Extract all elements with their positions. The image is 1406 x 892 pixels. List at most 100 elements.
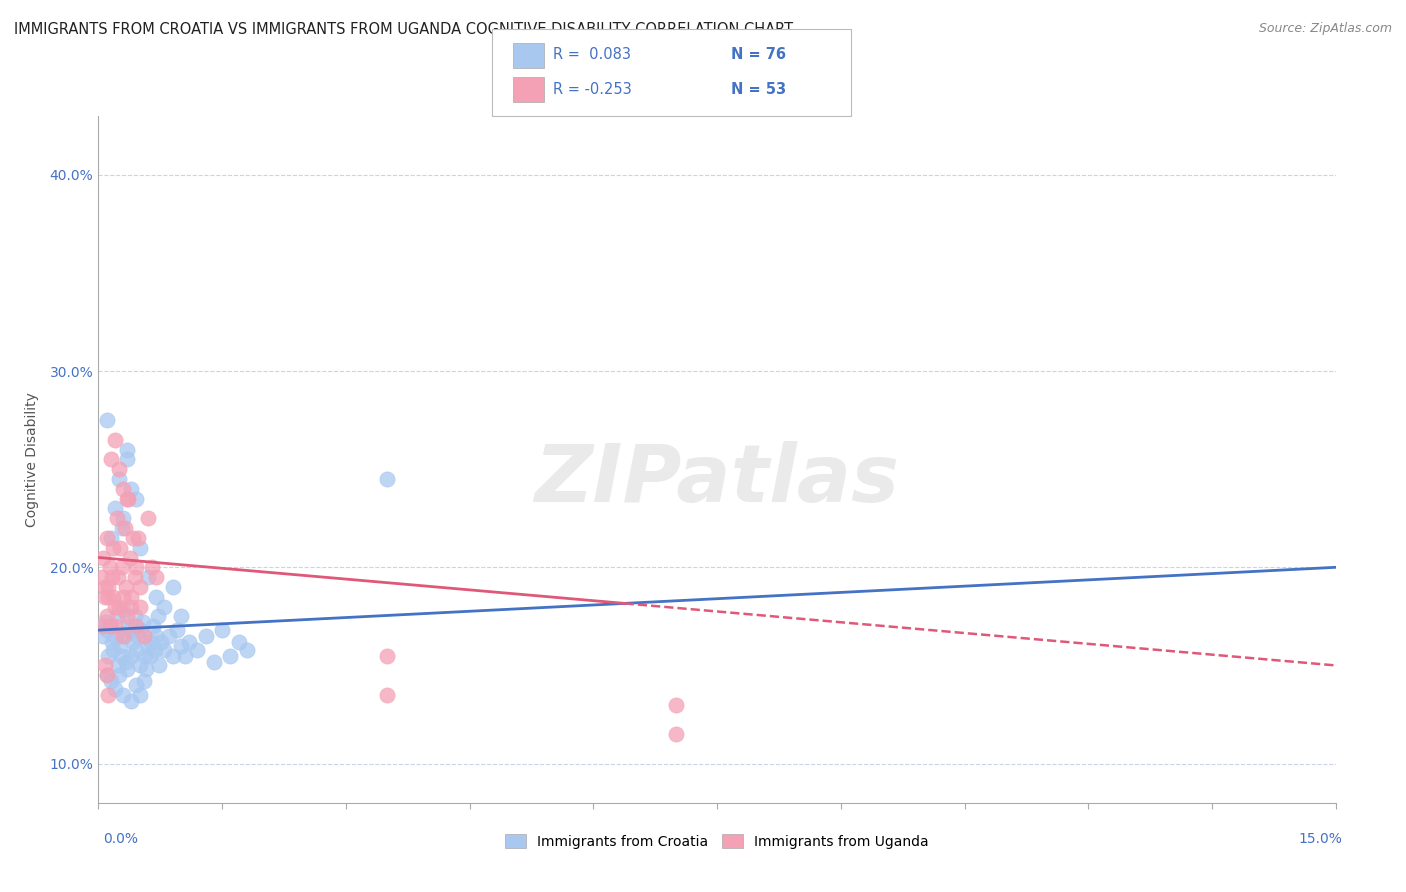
Point [104,501,127,516]
Point [94,590,117,604]
Point [112,688,135,702]
Point [96,609,118,624]
Point [96,668,118,682]
Point [108,599,131,614]
Point [100,452,122,467]
Point [100,635,122,649]
Point [136,511,159,525]
Point [141,635,163,649]
Point [100,674,122,689]
Point [98,560,121,574]
Point [136,570,159,584]
Point [91,629,114,643]
Point [375,688,398,702]
Point [108,668,131,682]
Point [186,642,208,657]
Point [202,655,225,669]
Point [124,491,146,506]
Point [104,629,127,643]
Point [94,658,117,673]
Point [110,560,132,574]
Point [117,442,139,457]
Point [138,648,160,663]
Point [105,511,128,525]
Point [100,531,122,545]
Point [136,639,159,653]
Point [107,658,129,673]
Point [122,635,145,649]
Point [120,590,142,604]
Text: R =  0.083: R = 0.083 [553,47,630,62]
Point [153,642,176,657]
Point [118,550,141,565]
Y-axis label: Cognitive Disability: Cognitive Disability [24,392,38,527]
Point [131,623,153,637]
Point [97,590,120,604]
Point [211,623,233,637]
Point [118,623,141,637]
Point [117,491,139,506]
Point [375,648,398,663]
Text: IMMIGRANTS FROM CROATIA VS IMMIGRANTS FROM UGANDA COGNITIVE DISABILITY CORRELATI: IMMIGRANTS FROM CROATIA VS IMMIGRANTS FR… [14,22,793,37]
Point [153,599,176,614]
Point [107,570,129,584]
Point [194,629,217,643]
Point [112,482,135,496]
Point [125,642,148,657]
Point [134,648,156,663]
Point [122,531,145,545]
Point [142,619,165,633]
Point [157,629,180,643]
Point [93,550,115,565]
Point [132,674,155,689]
Point [128,688,150,702]
Point [145,629,167,643]
Point [97,688,120,702]
Point [112,590,135,604]
Point [375,472,398,486]
Point [128,599,150,614]
Point [100,570,122,584]
Point [94,615,117,630]
Point [124,619,146,633]
Text: N = 76: N = 76 [731,47,786,62]
Point [96,623,118,637]
Point [108,541,131,555]
Point [120,599,142,614]
Point [117,452,139,467]
Point [110,521,132,535]
Point [128,580,150,594]
Point [108,472,131,486]
Point [97,648,120,663]
Point [125,560,148,574]
Text: 0.0%: 0.0% [103,832,138,846]
Point [114,629,136,643]
Point [148,658,170,673]
Point [219,648,242,663]
Point [170,609,193,624]
Point [94,580,117,594]
Point [132,615,155,630]
Point [115,655,138,669]
Point [96,668,118,682]
Point [117,619,139,633]
Point [128,658,150,673]
Point [124,609,146,624]
Point [117,662,139,676]
Point [112,603,135,617]
Text: N = 53: N = 53 [731,82,786,97]
Point [146,609,169,624]
Point [162,580,184,594]
Point [120,694,142,708]
Point [145,590,167,604]
Text: R = -0.253: R = -0.253 [553,82,631,97]
Point [120,648,142,663]
Point [104,599,127,614]
Point [117,609,139,624]
Point [162,648,184,663]
Point [236,642,259,657]
Point [132,629,155,643]
Point [179,635,201,649]
Text: Source: ZipAtlas.com: Source: ZipAtlas.com [1258,22,1392,36]
Point [665,698,688,712]
